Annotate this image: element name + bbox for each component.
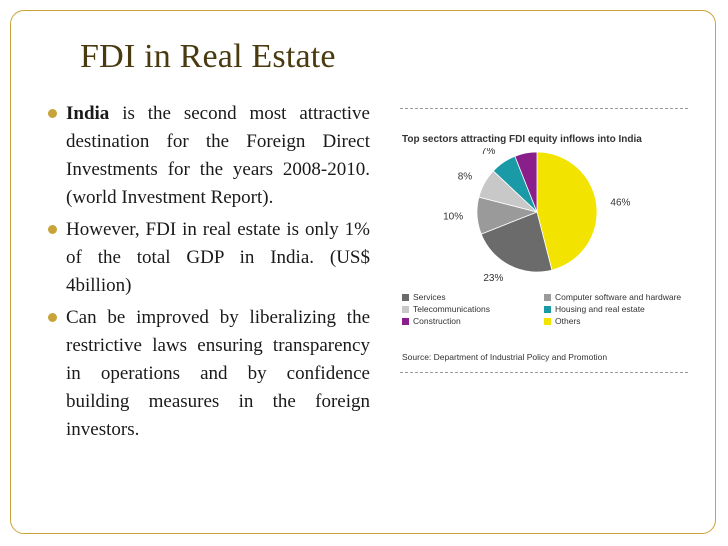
bullet-dot-icon [48, 313, 57, 322]
legend-label: Computer software and hardware [555, 292, 682, 302]
pie-data-label: 46% [610, 198, 630, 209]
legend-label: Construction [413, 316, 461, 326]
bullet-lead: India [66, 103, 110, 124]
legend-label: Services [413, 292, 446, 302]
legend-label: Telecommunications [413, 304, 491, 314]
bullet-item: However, FDI in real estate is only 1% o… [48, 216, 370, 300]
chart-top-rule [400, 108, 688, 109]
fdi-pie-chart: Top sectors attracting FDI equity inflow… [400, 108, 690, 378]
legend-swatch [544, 293, 551, 301]
pie-data-label: 10% [443, 212, 463, 223]
bullet-item: India is the second most attractive dest… [48, 100, 370, 212]
legend-swatch [402, 305, 409, 313]
legend-item: Housing and real estate [544, 304, 688, 314]
legend-swatch [544, 305, 551, 313]
pie-plot: 46%23%10%8%7%6% [443, 148, 630, 284]
bullet-text: is the second most attractive destinatio… [66, 103, 370, 208]
chart-source: Source: Department of Industrial Policy … [402, 352, 608, 362]
legend-item: Computer software and hardware [544, 292, 688, 302]
bullet-item: Can be improved by liberalizing the rest… [48, 304, 370, 444]
legend-item: Telecommunications [402, 304, 544, 314]
bullet-dot-icon [48, 225, 57, 234]
legend-item: Others [544, 316, 688, 326]
chart-title: Top sectors attracting FDI equity inflow… [402, 134, 642, 145]
legend-swatch [402, 317, 409, 325]
bullet-dot-icon [48, 109, 57, 118]
legend-swatch [402, 293, 409, 301]
legend-item: Services [402, 292, 544, 302]
pie-data-label: 8% [458, 171, 473, 182]
bullet-text: Can be improved by liberalizing the rest… [66, 307, 370, 440]
pie-slice-construction [514, 151, 538, 213]
legend-swatch [544, 317, 551, 325]
chart-legend: Services Computer software and hardware Te… [402, 292, 688, 326]
slide-frame [10, 10, 716, 534]
legend-item: Construction [402, 316, 544, 326]
slide-title: FDI in Real Estate [80, 38, 336, 75]
pie-data-label: 7% [481, 148, 496, 157]
legend-label: Housing and real estate [555, 304, 645, 314]
pie-data-label: 23% [483, 273, 503, 284]
bullet-list: India is the second most attractive dest… [48, 100, 370, 448]
chart-bottom-rule [400, 372, 688, 373]
pie-slice-others [536, 151, 598, 271]
pie-slice-services [480, 211, 553, 273]
legend-label: Others [555, 316, 581, 326]
bullet-text: However, FDI in real estate is only 1% o… [66, 219, 370, 296]
